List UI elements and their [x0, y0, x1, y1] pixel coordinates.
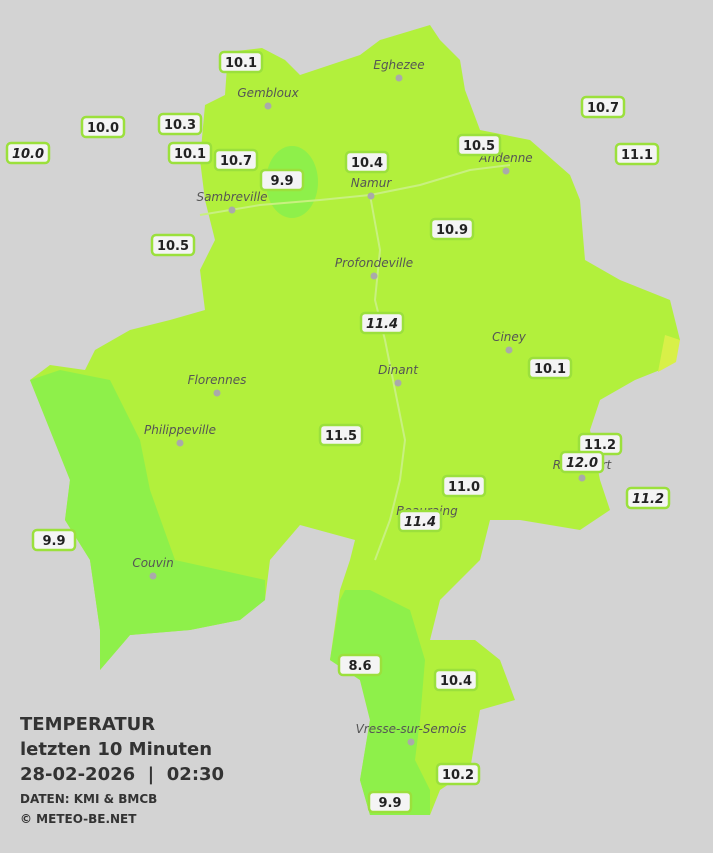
station-value: 10.7 [587, 101, 619, 116]
station-box [150, 233, 196, 257]
legend: TEMPERATUR letzten 10 Minuten 28-02-2026… [20, 714, 224, 826]
station-value: 11.2 [632, 492, 664, 507]
city-label: Florennes [188, 373, 247, 387]
station-value: 10.7 [220, 154, 252, 169]
station-value: 9.9 [270, 174, 293, 189]
city-dot [407, 738, 415, 746]
station-value: 10.2 [442, 768, 474, 783]
city-label: Vresse-sur-Semois [356, 722, 467, 736]
city-dot [149, 572, 157, 580]
station-value: 10.4 [351, 156, 383, 171]
station-value: 11.0 [448, 480, 480, 495]
station-value: 10.1 [225, 56, 257, 71]
station-box [456, 133, 502, 157]
station-value: 10.1 [534, 362, 566, 377]
city-label: Namur [351, 176, 393, 190]
city-dot [394, 379, 402, 387]
station-value: 11.2 [584, 438, 616, 453]
station-value: 10.1 [174, 147, 206, 162]
city-dot [264, 102, 272, 110]
city-dot [367, 192, 375, 200]
station-box [337, 653, 383, 677]
station-box [359, 311, 405, 335]
station-value: 11.1 [621, 148, 653, 163]
station-box [218, 50, 264, 74]
station-box [441, 474, 487, 498]
station-value: 9.9 [42, 534, 65, 549]
city-dot [213, 389, 221, 397]
station-box [433, 668, 479, 692]
station-box [80, 115, 126, 139]
station-box [435, 762, 481, 786]
station-box [31, 528, 77, 552]
legend-subtitle: letzten 10 Minuten [20, 739, 212, 760]
station-box [344, 150, 390, 174]
station-value: 11.4 [404, 515, 436, 530]
station-box [559, 450, 605, 474]
station-box [5, 141, 51, 165]
station-box [429, 217, 475, 241]
city-dot [395, 74, 403, 82]
station-box [167, 141, 213, 165]
city-label: Couvin [132, 556, 173, 570]
station-value: 10.9 [436, 223, 468, 238]
station-box [213, 148, 259, 172]
city-label: Sambreville [196, 190, 267, 204]
station-box [527, 356, 573, 380]
city-label: Dinant [378, 363, 419, 377]
cold-zone [30, 370, 265, 670]
station-value: 10.3 [164, 118, 196, 133]
station-value: 9.9 [378, 796, 401, 811]
station-value: 10.5 [157, 239, 189, 254]
station-value: 8.6 [348, 659, 371, 674]
city-dot [370, 272, 378, 280]
warm-zone [658, 335, 680, 372]
city-label: Eghezee [373, 58, 424, 72]
legend-title: TEMPERATUR [20, 714, 155, 735]
legend-datetime: 28-02-2026 | 02:30 [20, 764, 224, 785]
station-box [397, 509, 443, 533]
station-value: 10.4 [440, 674, 472, 689]
station-box [367, 790, 413, 814]
station-box [157, 112, 203, 136]
city-label: Profondeville [335, 256, 413, 270]
city-label: Philippeville [144, 423, 216, 437]
station-value: 12.0 [566, 456, 598, 471]
station-box [625, 486, 671, 510]
city-label: Gembloux [237, 86, 299, 100]
station-value: 10.5 [463, 139, 495, 154]
city-dot [228, 206, 236, 214]
station-box [318, 423, 364, 447]
legend-source: DATEN: KMI & BMCB [20, 792, 157, 806]
stations: 10.1 10.0 10.0 10.3 10.1 10.7 9.9 10.4 10.5 10.7 1… [5, 50, 671, 814]
cold-zone [330, 590, 430, 815]
city-dot [502, 167, 510, 175]
legend-copyright: © METEO-BE.NET [20, 812, 137, 826]
city-label: Ciney [492, 330, 527, 344]
station-value: 10.0 [87, 121, 119, 136]
station-value: 10.0 [12, 147, 44, 162]
station-box [580, 95, 626, 119]
city-dot [578, 474, 586, 482]
city-dot [505, 346, 513, 354]
station-box [614, 142, 660, 166]
station-value: 11.4 [366, 317, 398, 332]
station-value: 11.5 [325, 429, 357, 444]
station-box [259, 168, 305, 192]
city-dot [176, 439, 184, 447]
